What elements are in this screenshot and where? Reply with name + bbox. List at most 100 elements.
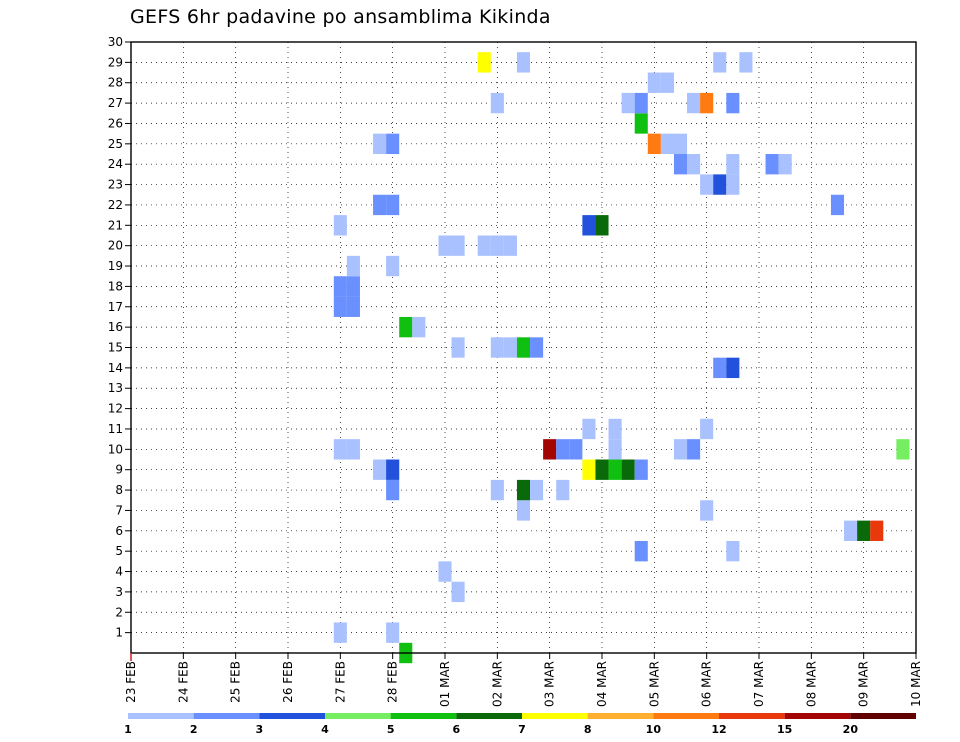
heatmap-cell xyxy=(673,154,688,175)
heatmap-cell xyxy=(333,215,347,236)
y-tick-label: 3 xyxy=(115,585,123,599)
heatmap-cell xyxy=(621,459,635,480)
heatmap-cell xyxy=(516,52,531,73)
heatmap-cell xyxy=(700,418,714,440)
heatmap-cell xyxy=(726,357,740,379)
heatmap-cell xyxy=(595,459,609,480)
heatmap-cell xyxy=(333,622,347,643)
heatmap-cell xyxy=(647,72,661,93)
x-tick-label: 06 MAR xyxy=(700,661,714,707)
y-tick-label: 2 xyxy=(115,605,123,619)
y-tick-label: 14 xyxy=(108,361,123,375)
heatmap-cell xyxy=(608,459,622,480)
heatmap-cell xyxy=(451,337,465,358)
grid-lines xyxy=(130,41,917,653)
heatmap-cell xyxy=(386,194,400,216)
heatmap-cell xyxy=(346,439,360,460)
heatmap-cell xyxy=(490,337,504,358)
legend-swatch xyxy=(456,713,522,719)
heatmap-cell xyxy=(530,337,544,358)
heatmap-cell xyxy=(373,133,387,155)
heatmap-cell xyxy=(399,316,413,338)
y-tick-label: 7 xyxy=(115,503,123,517)
heatmap-cell xyxy=(503,337,517,358)
x-tick-label: 03 MAR xyxy=(543,661,557,707)
heatmap-cell xyxy=(346,276,360,297)
x-tick-label: 07 MAR xyxy=(752,661,766,707)
heatmap-cell xyxy=(739,52,753,73)
heatmap-cell xyxy=(687,439,701,460)
heatmap-cell xyxy=(660,72,674,93)
y-tick-label: 25 xyxy=(108,137,123,151)
x-tick-label: 26 FEB xyxy=(281,661,295,703)
heatmap-cell xyxy=(516,337,531,358)
y-tick-label: 15 xyxy=(108,341,123,355)
heatmap-cell xyxy=(830,194,845,216)
heatmap-cell xyxy=(373,194,387,216)
y-tick-label: 21 xyxy=(108,218,123,232)
x-tick-label: 01 MAR xyxy=(438,661,452,707)
legend-label: 5 xyxy=(387,723,395,736)
heatmap-cell xyxy=(870,520,884,541)
y-tick-label: 30 xyxy=(108,35,123,49)
heatmap-cell xyxy=(503,235,517,256)
heatmap-cell xyxy=(608,439,622,460)
legend-label: 8 xyxy=(584,723,592,736)
legend-swatch xyxy=(653,713,719,719)
heatmap-cell xyxy=(700,174,714,195)
heatmap-cell xyxy=(333,296,347,317)
y-tick-label: 12 xyxy=(108,402,123,416)
heatmap-cell xyxy=(857,520,871,541)
heatmap-cell xyxy=(438,561,452,582)
legend-swatch xyxy=(128,713,194,719)
heatmap-cell xyxy=(412,316,426,338)
y-tick-label: 8 xyxy=(115,483,123,497)
y-tick-label: 16 xyxy=(108,320,123,334)
heatmap-cell xyxy=(844,520,858,541)
heatmap-cell xyxy=(333,276,347,297)
y-tick-label: 11 xyxy=(108,422,123,436)
heatmap-cell xyxy=(608,418,622,440)
heatmap-cell xyxy=(726,154,740,175)
y-tick-label: 27 xyxy=(108,96,123,110)
y-tick-label: 24 xyxy=(108,157,123,171)
heatmap-cell xyxy=(765,154,779,175)
heatmap-cell xyxy=(673,439,688,460)
y-tick-label: 4 xyxy=(115,565,123,579)
heatmap-cell xyxy=(896,439,910,460)
heatmap-cell xyxy=(713,357,727,379)
heatmap-cell xyxy=(673,133,688,155)
legend-swatch xyxy=(784,713,851,719)
heatmap-cell xyxy=(713,174,727,195)
y-tick-label: 9 xyxy=(115,463,123,477)
heatmap-cell xyxy=(556,479,570,501)
heatmap-cell xyxy=(700,500,714,521)
heatmap-cell xyxy=(634,540,648,562)
heatmap-cell xyxy=(726,540,740,562)
legend-swatch xyxy=(850,713,916,719)
heatmap-cell xyxy=(386,479,400,501)
legend-label: 2 xyxy=(190,723,198,736)
legend-swatch xyxy=(587,713,654,719)
legend-label: 6 xyxy=(453,723,461,736)
y-axis: 1234567891011121314151617181920212223242… xyxy=(108,35,131,640)
heatmap-cell xyxy=(490,235,504,256)
y-tick-label: 17 xyxy=(108,300,123,314)
heatmap-cell xyxy=(490,92,504,114)
heatmap-cell xyxy=(477,52,491,73)
y-tick-label: 19 xyxy=(108,259,123,273)
heatmap-cell xyxy=(700,92,714,114)
x-tick-label: 23 FEB xyxy=(124,661,138,703)
heatmap-cell xyxy=(634,113,648,134)
y-tick-label: 20 xyxy=(108,239,123,253)
heatmap-cell xyxy=(438,235,452,256)
heatmap-cell xyxy=(543,439,557,460)
legend-label: 7 xyxy=(518,723,526,736)
legend-swatch xyxy=(193,713,260,719)
heatmap-cell xyxy=(713,52,727,73)
heatmap-cell xyxy=(346,255,360,277)
heatmap-cell xyxy=(569,439,583,460)
heatmap-cell xyxy=(621,92,635,114)
heatmap-cell xyxy=(386,622,400,643)
legend-swatch xyxy=(719,713,785,719)
